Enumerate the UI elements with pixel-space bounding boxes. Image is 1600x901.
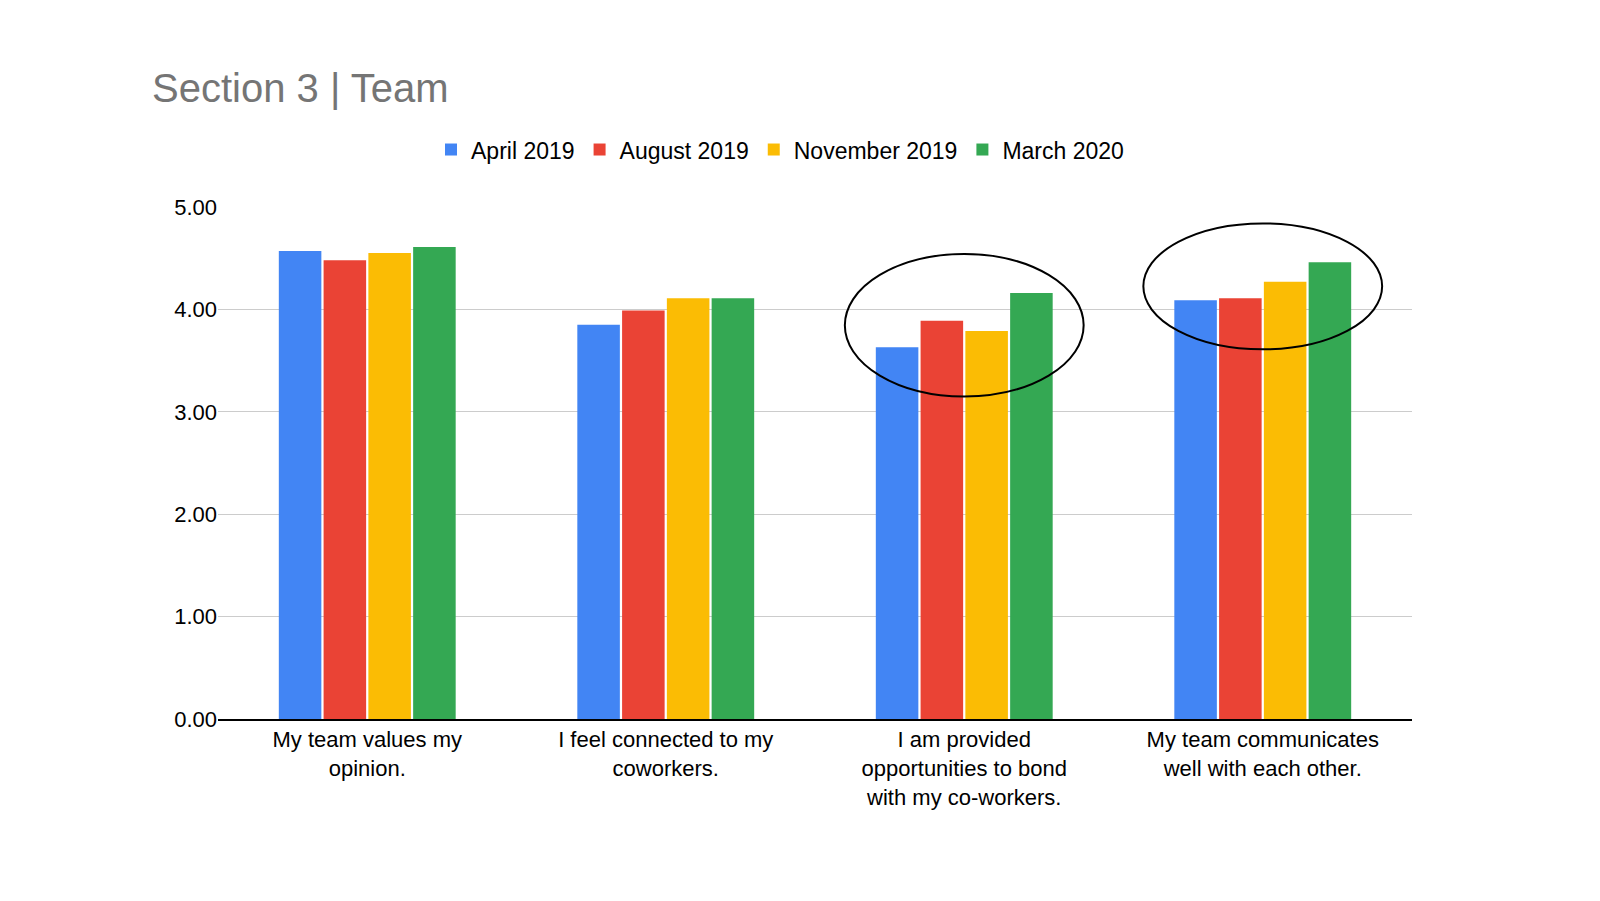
svg-text:August 2019: August 2019 — [620, 137, 749, 163]
svg-text:November 2019: November 2019 — [794, 137, 958, 163]
svg-text:My team communicateswell with: My team communicateswell with each other… — [1147, 727, 1379, 781]
svg-text:0.00: 0.00 — [174, 707, 217, 732]
svg-text:I am providedopportunities to: I am providedopportunities to bondwith m… — [862, 727, 1068, 809]
svg-text:5.00: 5.00 — [174, 195, 217, 220]
svg-text:March 2020: March 2020 — [1002, 137, 1123, 163]
svg-text:I feel connected to mycoworker: I feel connected to mycoworkers. — [558, 727, 773, 781]
svg-text:April 2019: April 2019 — [471, 137, 575, 163]
svg-text:2.00: 2.00 — [174, 502, 217, 527]
svg-text:4.00: 4.00 — [174, 297, 217, 322]
svg-text:Section 3 | Team: Section 3 | Team — [152, 66, 448, 110]
svg-text:1.00: 1.00 — [174, 604, 217, 629]
svg-text:3.00: 3.00 — [174, 400, 217, 425]
svg-text:My team values myopinion.: My team values myopinion. — [273, 727, 463, 781]
